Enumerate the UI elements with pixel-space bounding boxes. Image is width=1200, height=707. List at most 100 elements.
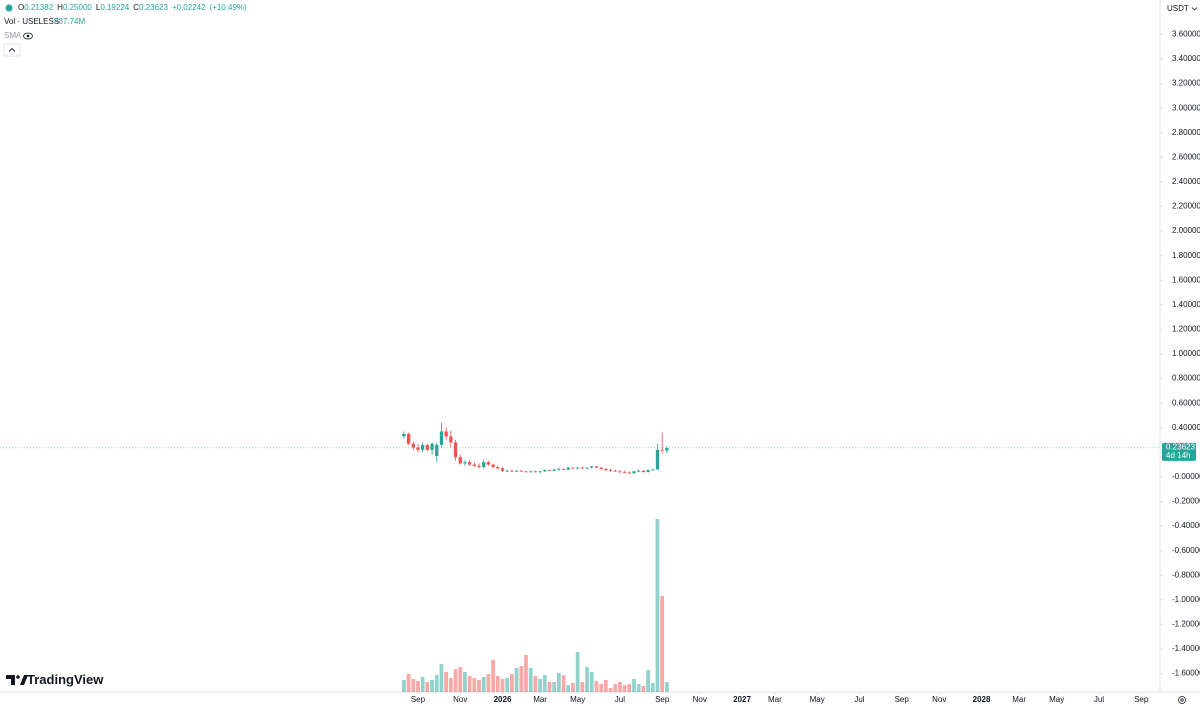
volume-bar [472,678,477,692]
candle-body [430,443,434,450]
candle-body [552,469,556,471]
volume-bar [416,681,420,692]
volume-bar [425,682,430,692]
price-tag-box [1162,442,1196,461]
volume-bar [420,677,425,692]
volume-bar [646,670,650,692]
candle-body [660,449,664,451]
volume-bar [467,676,472,692]
volume-bar [552,682,557,692]
candle-body [477,465,481,468]
volume-bar [556,673,561,692]
x-tick-label: Mar [1012,695,1026,704]
x-tick-label: Sep [655,695,670,704]
y-tick-label: -0.60000 [1172,546,1200,555]
x-tick-label: Mar [533,695,547,704]
y-tick-label: 3.00000 [1172,103,1200,112]
volume-bar [411,679,416,692]
candle-body [557,468,561,470]
volume-bar [477,680,481,692]
volume-bar [542,675,547,692]
x-tick-label: 2026 [494,695,512,704]
change: +0.02242 [172,3,206,12]
ohlc-label: O [18,3,24,12]
eye-icon[interactable] [23,32,33,40]
y-tick-label: -1.20000 [1172,620,1200,629]
y-tick-label: 3.60000 [1172,30,1200,39]
candle-body [618,471,622,473]
y-tick-label: 2.60000 [1172,152,1200,161]
candle-body [580,467,584,469]
volume-bar [453,669,458,692]
volume-bar [627,684,632,692]
volume-bar [491,660,495,692]
candle-body [524,471,528,473]
currency[interactable]: USDT [1167,4,1189,13]
volume-bar [585,667,589,692]
x-tick-label: Sep [411,695,426,704]
candle-body [406,433,411,444]
volume-bar [613,684,618,692]
ohlc-value: 0.21382 [24,3,53,12]
volume-bar [580,682,585,692]
y-tick-label: 0.60000 [1172,398,1200,407]
volume-bar [660,596,665,692]
volume-bar [486,674,491,692]
volume-bar [589,672,594,692]
ohlc-label: H [57,3,63,12]
y-tick-label: 1.40000 [1172,300,1200,309]
currency-selector[interactable]: USDT [1167,4,1198,13]
volume-bar [665,682,669,692]
candle-body [402,433,406,437]
ohlc-value: 0.25000 [63,3,92,12]
indicator-name[interactable]: SMA [4,31,22,40]
volume-bar [481,677,486,692]
y-tick-label: 3.20000 [1172,79,1200,88]
x-tick-label: Jul [854,695,864,704]
x-tick-label: Mar [768,695,782,704]
volume-bar [622,685,627,692]
price-tag: 0.23623 [1166,442,1195,451]
candle-body [463,462,467,464]
y-tick-label: 1.00000 [1172,349,1200,358]
volume-bar [514,668,519,692]
volume-bar [632,679,636,692]
y-tick-label: 0.40000 [1172,423,1200,432]
volume-bar [524,655,528,692]
volume-bar [505,678,510,692]
x-tick-label: Nov [932,695,946,704]
candle-body [486,462,491,465]
candle-body [637,470,641,472]
y-tick-label: 2.00000 [1172,226,1200,235]
volume-bar [599,684,604,692]
y-tick-label: -1.40000 [1172,644,1200,653]
volume-bar [500,679,505,692]
volume-bar [575,652,580,692]
volume-value: 987.74M [54,17,85,26]
settings-icon[interactable] [1178,696,1186,704]
y-tick-label: 1.60000 [1172,275,1200,284]
volume-bar [463,672,467,692]
collapse-button[interactable] [3,43,21,57]
y-tick-label: 2.40000 [1172,177,1200,186]
volume-bar [608,688,613,692]
candle-body [453,442,458,458]
candle-body [594,466,599,468]
candle-body [608,470,613,471]
y-tick-label: 1.80000 [1172,251,1200,260]
volume-bar [636,684,641,692]
candle-body [533,471,538,473]
candle-body [622,471,627,473]
candle-body [632,471,636,474]
symbol-dot [5,4,13,12]
x-tick-label: 2027 [733,695,751,704]
candle-body [627,472,631,474]
candle-body [411,443,415,448]
candle-body [439,431,444,445]
y-tick-label: -0.80000 [1172,570,1200,579]
y-tick-label: 0.80000 [1172,374,1200,383]
candle-body [482,462,486,468]
candle-body [646,470,650,472]
x-tick-label: Nov [693,695,707,704]
